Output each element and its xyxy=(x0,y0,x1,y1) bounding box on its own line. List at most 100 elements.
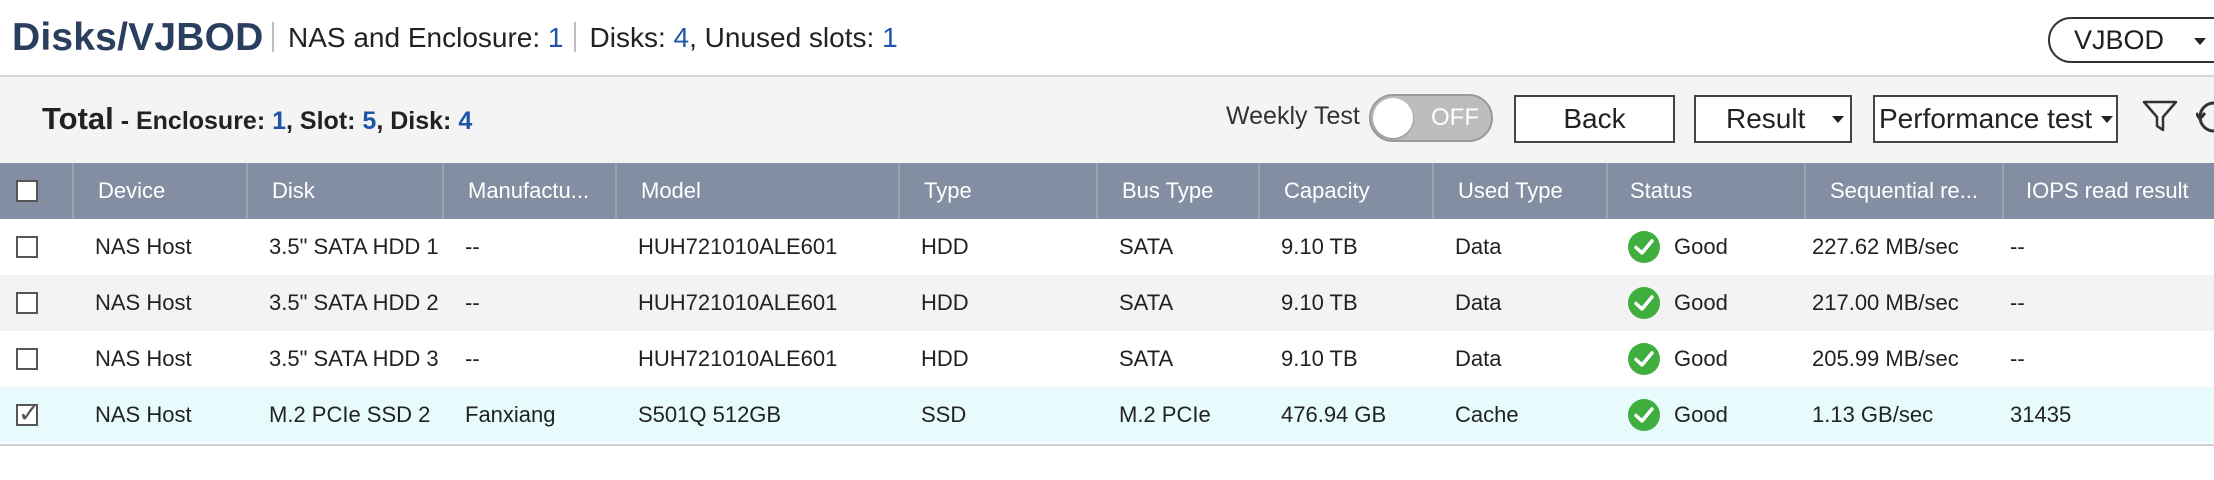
page-header: Disks/VJBOD NAS and Enclosure: 1 Disks: 4… xyxy=(0,0,2214,77)
cell-manufacturer: Fanxiang xyxy=(465,402,556,427)
total-summary: Total - Enclosure: 1, Slot: 5, Disk: 4 xyxy=(42,101,472,137)
cell-model: HUH721010ALE601 xyxy=(638,234,838,259)
result-dropdown[interactable]: Result xyxy=(1694,95,1852,143)
cell-capacity: 9.10 TB xyxy=(1281,234,1358,259)
back-label: Back xyxy=(1563,103,1626,134)
cell-status: Good xyxy=(1674,290,1728,315)
cell-sequential-read: 227.62 MB/sec xyxy=(1812,234,1959,259)
cell-status: Good xyxy=(1674,234,1728,259)
cell-used-type: Data xyxy=(1455,346,1502,371)
toggle-knob xyxy=(1373,98,1413,138)
toolbar: Total - Enclosure: 1, Slot: 5, Disk: 4 W… xyxy=(0,77,2214,163)
cell-manufacturer: -- xyxy=(465,290,480,315)
divider xyxy=(272,22,274,52)
enclosure-count: 1 xyxy=(547,22,564,53)
col-sequential-read[interactable]: Sequential re... xyxy=(1804,163,2002,219)
status-good-icon xyxy=(1628,287,1660,319)
table-row[interactable]: NAS Host 3.5" SATA HDD 3 -- HUH721010ALE… xyxy=(0,331,2214,387)
cell-device: NAS Host xyxy=(95,402,192,427)
cell-iops-read: -- xyxy=(2010,346,2025,371)
disk-label: , Disk: xyxy=(376,107,459,135)
col-disk[interactable]: Disk xyxy=(246,163,442,219)
enclosure-label: NAS and Enclosure: xyxy=(288,22,548,53)
col-capacity[interactable]: Capacity xyxy=(1258,163,1432,219)
divider xyxy=(573,22,576,52)
filter-icon[interactable] xyxy=(2142,99,2178,133)
col-model[interactable]: Model xyxy=(615,163,898,219)
cell-type: HDD xyxy=(921,234,969,259)
cell-model: HUH721010ALE601 xyxy=(638,346,838,371)
cell-model: S501Q 512GB xyxy=(638,402,782,427)
row-checkbox[interactable] xyxy=(16,236,38,258)
col-type[interactable]: Type xyxy=(898,163,1096,219)
header-summary: NAS and Enclosure: 1 Disks: 4, Unused slo… xyxy=(262,22,898,54)
cell-disk: 3.5" SATA HDD 3 xyxy=(269,346,439,371)
unused-count: 1 xyxy=(882,22,898,53)
disks-count: 4 xyxy=(673,22,690,53)
cell-iops-read: 31435 xyxy=(2010,402,2072,427)
unused-label: , Unused slots: xyxy=(689,22,883,53)
cell-type: HDD xyxy=(921,290,969,315)
cell-status: Good xyxy=(1674,346,1728,371)
performance-label: Performance test xyxy=(1879,103,2093,134)
view-select-value: VJBOD xyxy=(2074,25,2165,55)
header-select-cell xyxy=(0,163,72,219)
cell-model: HUH721010ALE601 xyxy=(638,290,838,315)
cell-capacity: 9.10 TB xyxy=(1281,346,1358,371)
chevron-down-icon xyxy=(1832,116,1844,123)
cell-capacity: 9.10 TB xyxy=(1281,290,1358,315)
performance-test-dropdown[interactable]: Performance test xyxy=(1873,95,2118,143)
col-manufacturer[interactable]: Manufactu... xyxy=(442,163,615,219)
refresh-icon[interactable] xyxy=(2196,97,2214,135)
view-select[interactable]: VJBOD xyxy=(2048,17,2214,63)
slot-count: 5 xyxy=(362,107,377,135)
disks-label: Disks: xyxy=(589,22,674,53)
toggle-state: OFF xyxy=(1431,104,1479,131)
cell-iops-read: -- xyxy=(2010,234,2025,259)
cell-bus-type: SATA xyxy=(1119,290,1174,315)
chevron-down-icon xyxy=(2194,38,2206,45)
col-iops-read[interactable]: IOPS read result xyxy=(2002,163,2214,219)
slot-label: , Slot: xyxy=(286,107,363,135)
row-checkbox[interactable] xyxy=(16,348,38,370)
table-row[interactable]: NAS Host 3.5" SATA HDD 2 -- HUH721010ALE… xyxy=(0,275,2214,331)
cell-manufacturer: -- xyxy=(465,346,480,371)
result-label: Result xyxy=(1726,103,1806,134)
table-row[interactable]: ✓ NAS Host M.2 PCIe SSD 2 Fanxiang S501Q… xyxy=(0,387,2214,443)
enclosure-label: - Enclosure: xyxy=(113,107,273,135)
cell-manufacturer: -- xyxy=(465,234,480,259)
disk-count: 4 xyxy=(458,107,473,135)
enclosure-count: 1 xyxy=(272,107,287,135)
cell-used-type: Data xyxy=(1455,234,1502,259)
cell-used-type: Cache xyxy=(1455,402,1519,427)
table-row[interactable]: NAS Host 3.5" SATA HDD 1 -- HUH721010ALE… xyxy=(0,219,2214,275)
cell-bus-type: M.2 PCIe xyxy=(1119,402,1211,427)
status-good-icon xyxy=(1628,231,1660,263)
cell-disk: 3.5" SATA HDD 1 xyxy=(269,234,439,259)
table-bottom-divider xyxy=(0,444,2214,446)
col-bus-type[interactable]: Bus Type xyxy=(1096,163,1258,219)
cell-sequential-read: 217.00 MB/sec xyxy=(1812,290,1959,315)
cell-capacity: 476.94 GB xyxy=(1281,402,1387,427)
cell-sequential-read: 1.13 GB/sec xyxy=(1812,402,1934,427)
row-checkbox[interactable]: ✓ xyxy=(16,400,40,426)
total-label: Total xyxy=(42,101,114,136)
status-good-icon xyxy=(1628,399,1660,431)
col-used-type[interactable]: Used Type xyxy=(1432,163,1606,219)
select-all-checkbox[interactable] xyxy=(16,180,38,202)
col-status[interactable]: Status xyxy=(1606,163,1804,219)
chevron-down-icon xyxy=(2101,116,2113,123)
col-device[interactable]: Device xyxy=(72,163,246,219)
cell-bus-type: SATA xyxy=(1119,346,1174,371)
back-button[interactable]: Back xyxy=(1514,95,1675,143)
cell-bus-type: SATA xyxy=(1119,234,1174,259)
row-checkbox[interactable] xyxy=(16,292,38,314)
weekly-test-toggle[interactable]: OFF xyxy=(1369,94,1493,142)
cell-type: SSD xyxy=(921,402,967,427)
table-header: Device Disk Manufactu... Model Type Bus … xyxy=(0,163,2214,219)
cell-device: NAS Host xyxy=(95,290,192,315)
cell-iops-read: -- xyxy=(2010,290,2025,315)
weekly-test-label: Weekly Test xyxy=(1226,102,1360,130)
cell-sequential-read: 205.99 MB/sec xyxy=(1812,346,1959,371)
cell-disk: M.2 PCIe SSD 2 xyxy=(269,402,431,427)
